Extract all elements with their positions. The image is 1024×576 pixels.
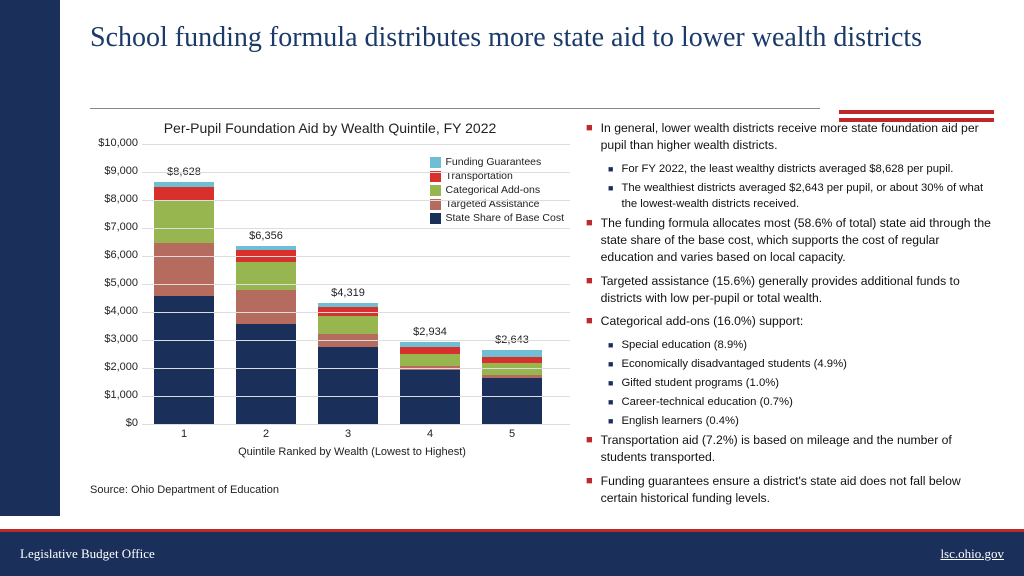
bar-segment	[154, 201, 214, 242]
title-rule	[90, 108, 820, 109]
bar-total-label: $2,934	[400, 326, 460, 338]
bullet-level-2: The wealthiest districts averaged $2,643…	[608, 180, 995, 212]
bar-segment	[154, 243, 214, 296]
chart-title: Per-Pupil Foundation Aid by Wealth Quint…	[90, 120, 570, 136]
bullet-level-2: Career-technical education (0.7%)	[608, 394, 995, 410]
bar-segment	[482, 350, 542, 357]
y-tick: $5,000	[104, 277, 138, 289]
y-tick: $10,000	[98, 137, 138, 149]
grid-line	[142, 200, 570, 201]
footer-url[interactable]: lsc.ohio.gov	[940, 546, 1004, 562]
bar-total-label: $6,356	[236, 230, 296, 242]
chart-legend: Funding GuaranteesTransportationCategori…	[430, 156, 564, 226]
grid-line	[142, 256, 570, 257]
bullet-level-1: In general, lower wealth districts recei…	[586, 120, 995, 155]
bullet-level-2: Special education (8.9%)	[608, 337, 995, 353]
grid-line	[142, 228, 570, 229]
grid-line	[142, 172, 570, 173]
x-tick-label: 4	[400, 428, 460, 440]
stacked-bar-chart: $0 $1,000 $2,000 $3,000 $4,000 $5,000 $6,000 $7…	[90, 144, 570, 454]
legend-label: Funding Guarantees	[446, 156, 542, 168]
y-tick: $1,000	[104, 389, 138, 401]
y-tick: $4,000	[104, 305, 138, 317]
chart-panel: Per-Pupil Foundation Aid by Wealth Quint…	[90, 120, 570, 513]
bar-segment	[236, 290, 296, 324]
main-content: Per-Pupil Foundation Aid by Wealth Quint…	[90, 120, 995, 513]
bullet-level-1: Categorical add-ons (16.0%) support:	[586, 313, 995, 330]
bullet-level-1: Funding guarantees ensure a district's s…	[586, 473, 995, 508]
bar-group	[236, 246, 296, 424]
y-tick: $7,000	[104, 221, 138, 233]
legend-label: State Share of Base Cost	[446, 212, 564, 224]
bar-segment	[154, 187, 214, 202]
legend-item: Categorical Add-ons	[430, 184, 564, 196]
footer: Legislative Budget Office lsc.ohio.gov	[0, 516, 1024, 576]
bar-segment	[318, 316, 378, 334]
x-tick-label: 2	[236, 428, 296, 440]
bar-segment	[318, 347, 378, 424]
left-sidebar	[0, 0, 60, 516]
x-axis-title: Quintile Ranked by Wealth (Lowest to Hig…	[142, 446, 562, 458]
grid-line	[142, 368, 570, 369]
legend-item: State Share of Base Cost	[430, 212, 564, 224]
grid-line	[142, 424, 570, 425]
bar-segment	[400, 354, 460, 366]
bullet-level-1: Targeted assistance (15.6%) generally pr…	[586, 273, 995, 308]
legend-swatch	[430, 213, 441, 224]
bar-segment	[154, 296, 214, 424]
bullet-level-1: The funding formula allocates most (58.6…	[586, 215, 995, 267]
bullets-panel: In general, lower wealth districts recei…	[570, 120, 995, 513]
bar-segment	[236, 324, 296, 424]
y-tick: $3,000	[104, 333, 138, 345]
x-tick-label: 1	[154, 428, 214, 440]
legend-label: Categorical Add-ons	[446, 184, 541, 196]
y-tick: $0	[126, 417, 138, 429]
legend-swatch	[430, 185, 441, 196]
bar-group	[318, 303, 378, 424]
y-axis: $0$1,000$2,000$3,000$4,000$5,000$6,000$7…	[90, 144, 142, 424]
y-tick: $2,000	[104, 361, 138, 373]
bullet-level-2: English learners (0.4%)	[608, 413, 995, 429]
bar-group	[400, 342, 460, 424]
grid-line	[142, 284, 570, 285]
grid-line	[142, 144, 570, 145]
page-title: School funding formula distributes more …	[90, 20, 940, 56]
legend-swatch	[430, 157, 441, 168]
bullet-level-2: Gifted student programs (1.0%)	[608, 375, 995, 391]
bullet-level-2: For FY 2022, the least wealthy districts…	[608, 161, 995, 177]
x-tick-label: 5	[482, 428, 542, 440]
bar-group	[482, 350, 542, 424]
grid-line	[142, 312, 570, 313]
bar-total-label: $4,319	[318, 287, 378, 299]
x-tick-label: 3	[318, 428, 378, 440]
bullet-level-2: Economically disadvantaged students (4.9…	[608, 356, 995, 372]
bar-group	[154, 182, 214, 424]
bar-segment	[236, 262, 296, 290]
footer-bar: Legislative Budget Office lsc.ohio.gov	[0, 532, 1024, 576]
grid-line	[142, 340, 570, 341]
legend-item: Funding Guarantees	[430, 156, 564, 168]
grid-line	[142, 396, 570, 397]
y-tick: $6,000	[104, 249, 138, 261]
y-tick: $9,000	[104, 165, 138, 177]
bar-segment	[400, 347, 460, 354]
bullet-level-1: Transportation aid (7.2%) is based on mi…	[586, 432, 995, 467]
x-axis-labels: 1 2 3 4 5	[142, 428, 562, 448]
bar-segment	[482, 378, 542, 424]
y-tick: $8,000	[104, 193, 138, 205]
chart-source: Source: Ohio Department of Education	[90, 484, 570, 496]
footer-left: Legislative Budget Office	[20, 546, 155, 562]
